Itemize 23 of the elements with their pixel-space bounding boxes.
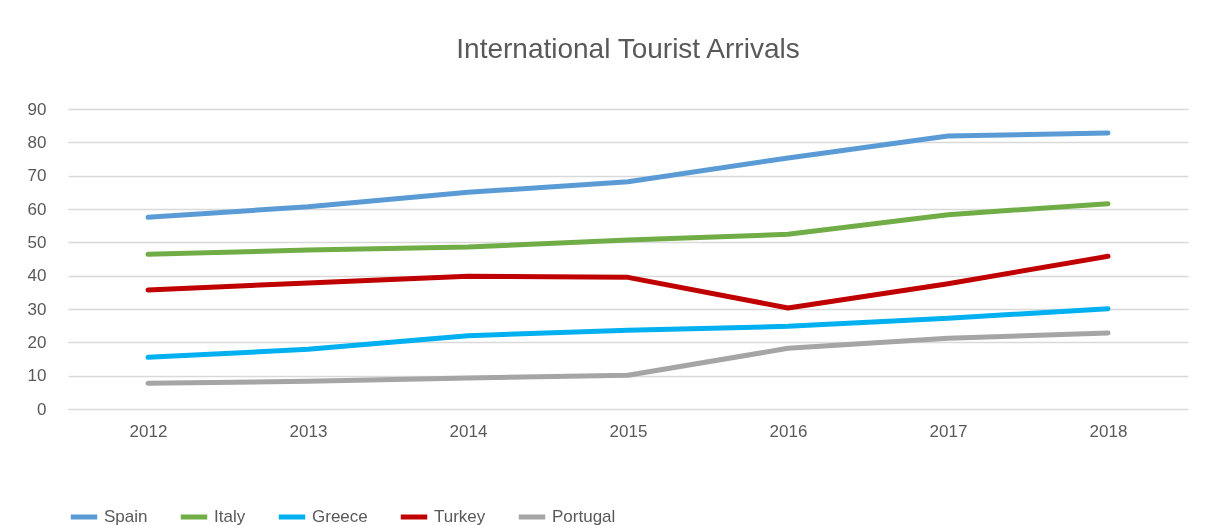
legend-label: Spain — [104, 507, 148, 525]
x-tick-label: 2012 — [129, 421, 168, 441]
y-tick-label: 50 — [27, 232, 47, 252]
y-tick-label: 90 — [27, 99, 47, 119]
y-tick-label: 10 — [27, 366, 47, 386]
legend-label: Italy — [214, 507, 246, 525]
y-tick-label: 80 — [27, 132, 47, 152]
y-tick-label: 60 — [27, 199, 47, 219]
y-tick-label: 30 — [27, 299, 47, 319]
x-tick-label: 2014 — [449, 421, 488, 441]
chart-title: International Tourist Arrivals — [456, 33, 800, 64]
y-tick-label: 70 — [27, 166, 47, 186]
x-tick-label: 2017 — [929, 421, 968, 441]
legend-label: Turkey — [434, 507, 486, 525]
x-tick-label: 2016 — [769, 421, 808, 441]
y-tick-label: 20 — [27, 332, 47, 352]
x-tick-label: 2015 — [609, 421, 648, 441]
legend-label: Greece — [312, 507, 368, 525]
y-tick-label: 40 — [27, 266, 47, 286]
x-tick-label: 2018 — [1089, 421, 1128, 441]
x-tick-label: 2013 — [289, 421, 328, 441]
y-tick-label: 0 — [37, 399, 47, 419]
legend-label: Portugal — [552, 507, 616, 525]
